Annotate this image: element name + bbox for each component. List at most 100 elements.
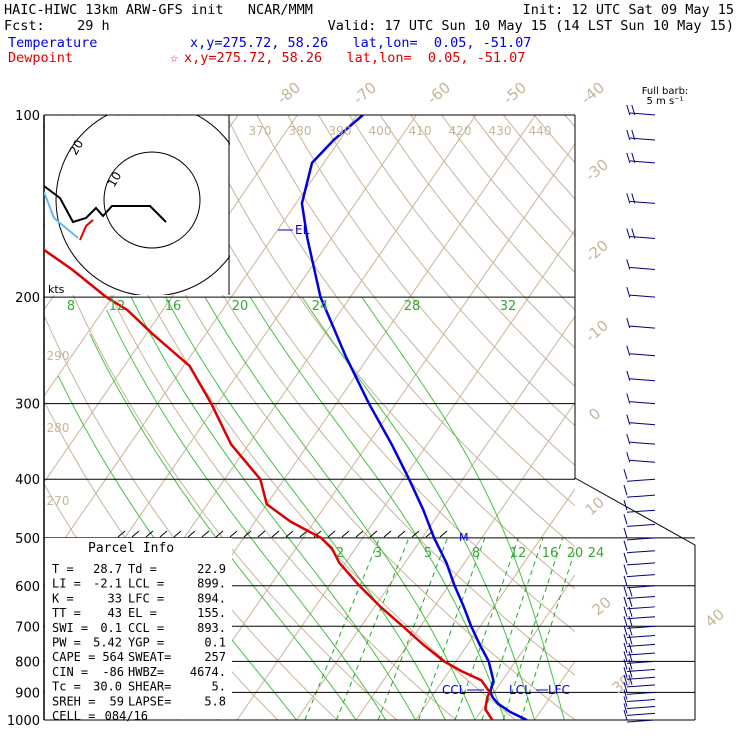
isotherm-line	[415, 487, 575, 720]
mixing-ratio-label: 32	[500, 299, 517, 314]
wind-barb	[626, 452, 656, 463]
wind-barb	[626, 345, 656, 357]
parcel-row-label2: EL =	[128, 606, 157, 620]
parcel-row-label2: HWBZ=	[128, 665, 164, 679]
wind-barb	[623, 642, 656, 656]
parcel-row-value: 084/16	[105, 709, 148, 723]
isotherm-label: -70	[350, 78, 380, 108]
barb-legend-line1: Full barb:	[642, 86, 689, 97]
theta-label: 410	[409, 124, 432, 138]
mixing-ratio-label: 12	[510, 546, 527, 561]
dewpoint-legend-coords: x,y=275.72, 58.26 lat,lon= 0.05, -51.07	[184, 50, 526, 66]
dewpoint-legend-label: Dewpoint	[8, 50, 74, 66]
parcel-row-label: K =	[52, 591, 74, 605]
parcel-row-value: 5.42	[93, 636, 122, 650]
parcel-row-value: 59	[110, 694, 124, 708]
parcel-row-label2: SHEAR=	[128, 680, 171, 694]
el-level-label: EL	[295, 223, 310, 237]
theta-label: 440	[529, 124, 552, 138]
parcel-row-value2: 257	[204, 650, 226, 664]
mixing-ratio-line	[502, 537, 564, 720]
isotherm-label: -40	[578, 78, 608, 108]
wind-barb	[626, 370, 656, 382]
dry-adiabat-line	[256, 115, 575, 507]
header-line1-right: Init: 12 UTC Sat 09 May 15	[522, 2, 734, 18]
parcel-row-label: T =	[52, 562, 74, 576]
temperature-legend-coords: x,y=275.72, 58.26 lat,lon= 0.05, -51.07	[190, 35, 532, 51]
parcel-info-title: Parcel Info	[88, 541, 174, 556]
moist-adiabat-line	[106, 309, 387, 720]
mixing-ratio-label: 8	[67, 299, 75, 314]
parcel-row-label: SWI =	[52, 621, 88, 635]
hodograph-ring	[103, 151, 201, 249]
parcel-row-label2: LCL =	[128, 577, 164, 591]
parcel-row-label2: LFC =	[128, 591, 164, 605]
theta-label: 430	[489, 124, 512, 138]
wind-barb	[623, 674, 656, 688]
dry-adiabat-line	[44, 122, 457, 720]
parcel-row-value2: 899.	[197, 577, 226, 591]
mixing-ratio-label: 24	[588, 546, 605, 561]
dry-adiabat-line	[44, 222, 398, 720]
hodograph-trace	[44, 185, 167, 224]
mixing-ratio-line	[335, 537, 410, 720]
isotherm-label: 40	[702, 605, 728, 631]
wind-barb	[626, 414, 656, 426]
hatch-mark	[173, 530, 182, 538]
parcel-row-value: 0.1	[100, 621, 122, 635]
lcl-level-label: LCL	[509, 683, 531, 697]
parcel-row-value2: 4674.	[190, 665, 226, 679]
isotherm-label: -80	[274, 78, 304, 108]
dry-adiabat-line	[379, 115, 575, 349]
wind-barb	[623, 500, 656, 513]
wind-barb	[623, 625, 656, 639]
theta-label: 380	[289, 124, 312, 138]
mixing-ratio-label: 5	[424, 546, 432, 561]
wind-barb	[623, 634, 656, 647]
dry-adiabat-line	[225, 115, 575, 548]
wind-barb	[626, 228, 656, 239]
hatch-mark	[145, 530, 154, 538]
theta-label: 400	[369, 124, 392, 138]
wind-barb	[626, 434, 656, 445]
parcel-info-box: Parcel Info T = 28.7 Td = 22.9 LI = -2.1 LCL = 8…	[52, 541, 226, 723]
temperature-legend-label: Temperature	[8, 35, 98, 51]
hatch-mark	[299, 530, 308, 538]
moist-adiabat-line	[301, 296, 535, 720]
hatch-mark	[285, 530, 294, 538]
isotherm-label: -50	[500, 78, 530, 108]
wind-barb	[626, 129, 656, 141]
theta-label: 270	[47, 494, 70, 508]
pressure-tick-label: 1000	[7, 714, 40, 729]
wind-barb	[626, 259, 656, 270]
hodograph-ring-label: 10	[104, 169, 124, 189]
wind-barb	[623, 485, 656, 498]
mixing-ratio-line	[520, 548, 575, 720]
parcel-row-value: 28.7	[93, 562, 122, 576]
mixing-ratio-line	[304, 537, 381, 720]
isotherm-line	[44, 115, 358, 570]
wind-barb	[623, 616, 656, 629]
pressure-tick-label: 200	[15, 291, 40, 306]
dry-adiabat-line	[472, 115, 575, 237]
hodograph-trace-surface	[79, 219, 94, 241]
barb-legend-line2: 5 m s⁻¹	[647, 96, 684, 107]
hatch-mark	[341, 530, 350, 538]
parcel-row-value: 564	[102, 650, 124, 664]
parcel-row-label: CELL =	[52, 709, 95, 723]
isotherm-label: 10	[582, 493, 608, 519]
isotherm-line	[236, 229, 575, 720]
wind-barb	[626, 286, 656, 298]
wind-barb	[623, 651, 656, 664]
hodograph-units-label: kts	[48, 283, 65, 296]
parcel-row-label2: SWEAT=	[128, 650, 171, 664]
parcel-row-value: -86	[102, 665, 124, 679]
hatch-mark	[397, 530, 406, 538]
dry-adiabat-line	[71, 115, 517, 720]
mixing-ratio-label: 24	[312, 299, 329, 314]
mixing-ratio-label: 20	[567, 546, 584, 561]
mixing-ratio-label: 2	[336, 546, 344, 561]
wind-barb	[623, 659, 656, 672]
theta-label: 390	[329, 124, 352, 138]
hatch-mark	[369, 530, 378, 538]
